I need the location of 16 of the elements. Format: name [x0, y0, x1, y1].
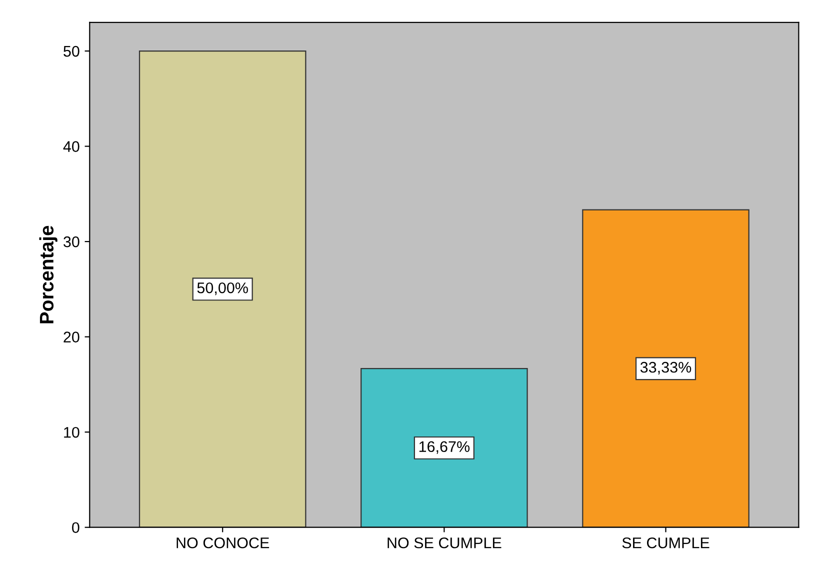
y-tick-label: 50 [64, 46, 80, 57]
data-label: 16,67% [419, 441, 470, 454]
y-tick-label: 10 [64, 426, 80, 438]
data-label: 33,33% [640, 362, 692, 374]
data-label: 50,00% [197, 282, 248, 296]
bar [582, 209, 750, 528]
y-tick-label: 0 [72, 522, 80, 534]
y-tick-label: 30 [64, 236, 80, 248]
y-tick-label: 40 [63, 141, 80, 152]
x-tick-label: NO CONOCE [176, 537, 270, 548]
x-tick-label: NO SE CUMPLE [388, 537, 502, 548]
y-axis-title: Porcentaje [39, 226, 58, 324]
bar [138, 50, 306, 528]
bar [360, 368, 528, 528]
y-tick-label: 20 [64, 332, 80, 342]
x-tick-label: SE CUMPLE [622, 537, 710, 548]
